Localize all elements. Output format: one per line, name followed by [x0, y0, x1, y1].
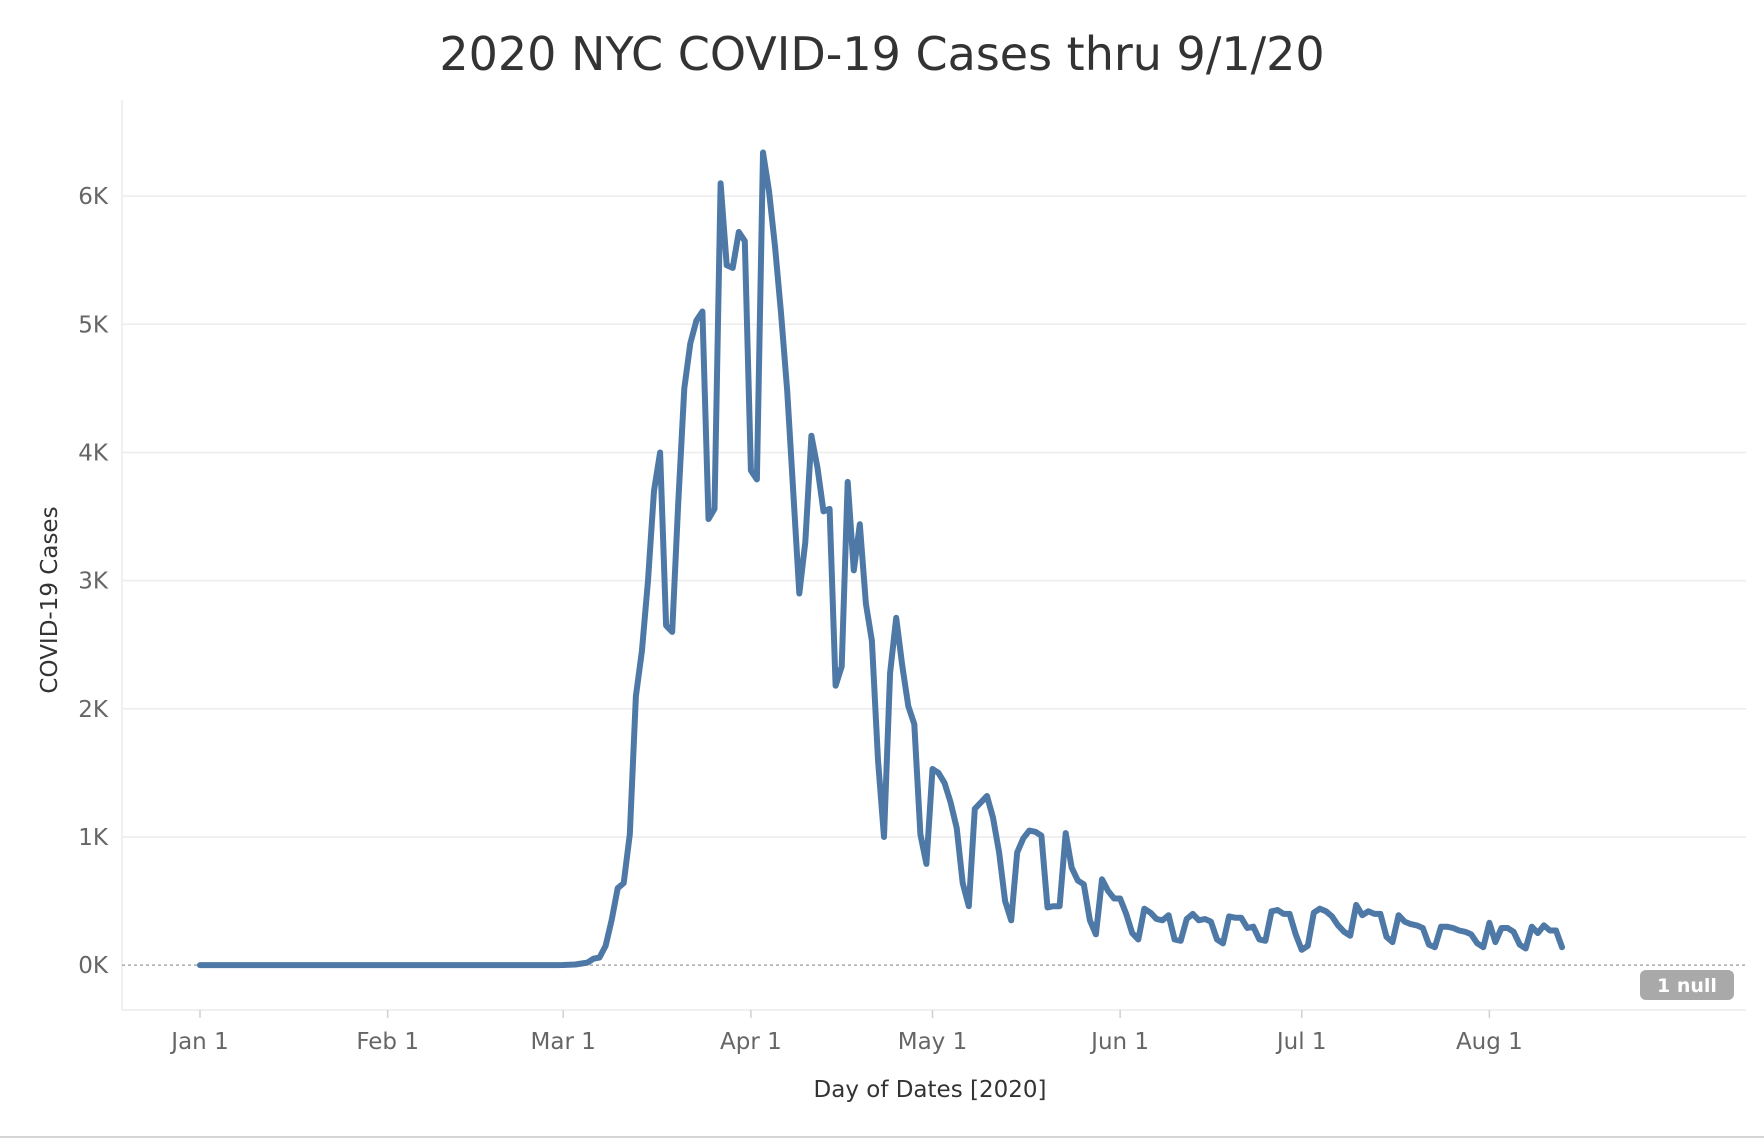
y-tick-label: 1K — [78, 825, 109, 851]
x-tick-label: May 1 — [898, 1029, 968, 1055]
x-axis-ticks: Jan 1 Feb 1 Mar 1 Apr 1 May 1 Jun 1 Jul 1 Aug 1 — [169, 1010, 1523, 1055]
y-tick-label: 3K — [78, 569, 109, 595]
y-axis-ticks: 0K 1K 2K 3K 4K 5K 6K — [78, 184, 109, 979]
y-tick-label: 4K — [78, 440, 109, 466]
x-axis-title: Day of Dates [2020] — [814, 1077, 1047, 1103]
y-tick-label: 6K — [78, 184, 109, 210]
null-indicator-badge[interactable]: 1 null — [1640, 970, 1734, 1000]
x-tick-label: Mar 1 — [531, 1029, 596, 1055]
y-tick-label: 2K — [78, 697, 109, 723]
chart-title: 2020 NYC COVID-19 Cases thru 9/1/20 — [439, 27, 1324, 81]
y-axis-title: COVID-19 Cases — [37, 506, 63, 693]
y-tick-label: 0K — [78, 953, 109, 979]
plot-area — [121, 100, 1746, 1011]
x-tick-label: Apr 1 — [720, 1029, 782, 1055]
bottom-divider — [0, 1136, 1764, 1138]
gridlines — [122, 195, 1746, 966]
x-tick-label: Feb 1 — [356, 1029, 419, 1055]
y-tick-label: 5K — [78, 312, 109, 338]
series-line[interactable] — [197, 149, 1565, 969]
x-tick-label: Jun 1 — [1089, 1029, 1149, 1055]
x-tick-label: Jul 1 — [1275, 1029, 1327, 1055]
null-badge-background — [1640, 970, 1734, 1000]
x-tick-label: Jan 1 — [169, 1029, 228, 1055]
x-tick-label: Aug 1 — [1456, 1029, 1523, 1055]
null-badge-label: 1 null — [1657, 975, 1717, 997]
series-line-layer — [197, 149, 1565, 969]
